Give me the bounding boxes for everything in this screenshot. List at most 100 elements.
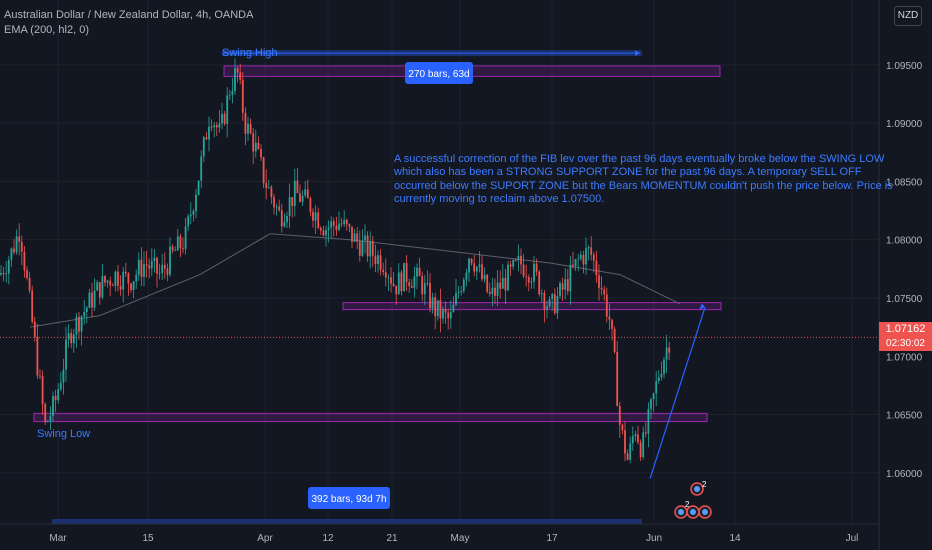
- candle-body: [390, 277, 392, 284]
- candle-body: [574, 259, 577, 267]
- candle-body: [572, 264, 574, 267]
- grid-lines: [0, 0, 879, 524]
- candle-body: [351, 226, 353, 242]
- candle-body: [20, 241, 23, 252]
- candle-body: [5, 273, 8, 275]
- candle-body: [657, 377, 660, 382]
- candle-body: [96, 282, 99, 291]
- candle-body: [122, 271, 125, 290]
- candle-body: [608, 316, 611, 320]
- candle-body: [486, 274, 489, 292]
- candle-body: [28, 278, 31, 291]
- candle-body: [527, 277, 530, 283]
- candle-body: [577, 258, 580, 260]
- swing-low-range[interactable]: [52, 519, 642, 524]
- candlesticks: [0, 58, 671, 464]
- candle-body: [509, 264, 512, 267]
- candle-body: [299, 193, 301, 202]
- swing-high-label[interactable]: Swing High: [222, 47, 278, 59]
- swing-low-label[interactable]: Swing Low: [37, 428, 90, 440]
- candle-body: [426, 282, 429, 284]
- candle-body: [231, 90, 234, 95]
- candle-body: [460, 291, 463, 292]
- candle-body: [335, 225, 338, 230]
- candle-body: [465, 272, 468, 280]
- candle-body: [78, 316, 80, 332]
- candle-body: [234, 68, 236, 91]
- candle-body: [595, 260, 598, 276]
- candle-body: [650, 399, 652, 410]
- candle-body: [468, 258, 470, 273]
- price-tick-label: 1.08000: [886, 236, 923, 247]
- event-dot-icon: [702, 509, 708, 515]
- candle-body: [338, 223, 340, 230]
- indicator-label[interactable]: EMA (200, hl2, 0): [4, 24, 89, 36]
- candle-body: [184, 226, 187, 249]
- candle-body: [444, 309, 447, 313]
- candle-body: [221, 113, 223, 124]
- candle-body: [200, 156, 203, 181]
- candle-body: [345, 219, 348, 225]
- currency-button[interactable]: NZD: [894, 6, 922, 26]
- candle-body: [226, 95, 229, 124]
- candle-body: [182, 247, 184, 249]
- time-tick-label: May: [451, 533, 470, 544]
- candle-body: [358, 241, 361, 256]
- candle-body: [585, 248, 587, 265]
- candle-body: [364, 235, 366, 241]
- candle-body: [202, 137, 205, 157]
- candle-body: [642, 432, 645, 458]
- candle-body: [54, 395, 57, 401]
- candle-body: [322, 230, 325, 236]
- candle-body: [395, 285, 398, 295]
- candle-body: [631, 436, 634, 444]
- candle-body: [447, 312, 450, 319]
- bars-badge-bottom[interactable]: [308, 487, 390, 509]
- candle-body: [543, 293, 546, 310]
- candle-body: [496, 282, 499, 296]
- candle-body: [278, 206, 281, 211]
- price-axis-panel[interactable]: [879, 0, 932, 550]
- candle-body: [260, 148, 262, 158]
- candle-body: [254, 142, 257, 152]
- candle-body: [52, 395, 54, 416]
- candle-body: [44, 404, 47, 422]
- candle-body: [239, 72, 242, 80]
- support-zone[interactable]: [342, 302, 722, 311]
- candle-body: [210, 126, 213, 128]
- candle-body: [473, 263, 476, 272]
- candle-body: [374, 255, 377, 264]
- candle-body: [538, 271, 541, 295]
- candle-body: [494, 287, 496, 296]
- candle-body: [663, 359, 665, 374]
- candle-body: [13, 248, 15, 253]
- projection-arrow[interactable]: [649, 307, 706, 479]
- candle-body: [462, 279, 465, 292]
- candle-body: [283, 222, 286, 227]
- candle-body: [57, 389, 60, 401]
- candle-body: [153, 257, 156, 261]
- analysis-note[interactable]: A successful correction of the FIB lev o…: [394, 153, 893, 205]
- candle-body: [332, 221, 335, 226]
- candle-body: [109, 280, 112, 286]
- drawings: Swing High 270 bars, 63d Swing Low 392 bars…: [0, 47, 879, 524]
- candle-body: [371, 241, 374, 256]
- candle-body: [582, 254, 585, 265]
- candle-body: [605, 294, 608, 317]
- candle-body: [548, 299, 551, 307]
- countdown-label: 02:30:02: [879, 337, 932, 351]
- event-count-badge: 2: [702, 480, 707, 489]
- candle-body: [579, 254, 582, 259]
- candle-body: [179, 236, 182, 248]
- candle-body: [257, 142, 260, 149]
- candle-body: [145, 264, 148, 266]
- candle-body: [621, 424, 624, 431]
- candle-body: [296, 180, 299, 194]
- candle-body: [556, 296, 559, 314]
- candle-body: [613, 328, 616, 353]
- bars-badge-top[interactable]: [405, 62, 473, 84]
- swing-low-zone[interactable]: [33, 412, 708, 423]
